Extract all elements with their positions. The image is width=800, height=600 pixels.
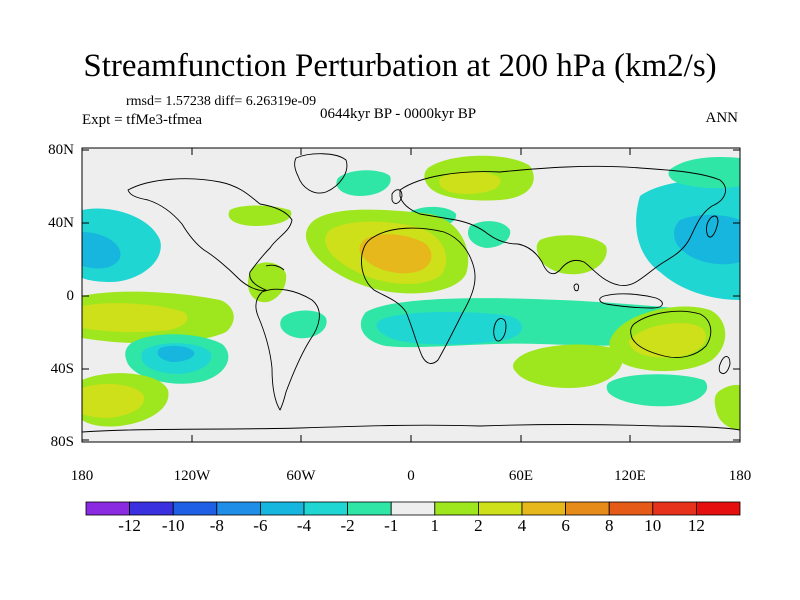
lat-label-0: 0 [66,288,75,304]
coast-antarctica [82,424,740,433]
lat-label-40n: 40N [48,215,74,231]
field-region-south-pacific-band-core [82,303,188,333]
field-region-greenland [228,205,292,226]
field-region-central-america [247,262,287,303]
coast-sri-lanka [573,283,579,292]
field-region-npac-west-core [674,214,740,265]
colorbar-label: 4 [517,516,527,535]
field-region-south-indian-core [376,311,523,345]
colorbar-box [85,501,130,516]
coast-uk [391,189,403,204]
colorbar-box [565,501,610,516]
colorbar-label: -1 [384,516,399,535]
coast-australia [630,310,712,358]
coast-indonesia [599,293,663,309]
colorbar-box [477,501,523,516]
coast-south-america [255,288,320,411]
colorbar-box [129,501,174,516]
coast-madagascar [493,318,507,342]
coast-africa [361,227,476,364]
colorbar-box [521,501,566,516]
colorbar-label: -6 [253,516,268,535]
coast-eurasia [399,165,726,287]
colorbar-box [608,501,654,516]
field-region-southern-pacific-high-core [82,383,145,418]
colorbar-label: 12 [687,516,705,535]
colorbar-box [347,501,392,516]
colorbar-label: 8 [604,516,614,535]
lon-label-180w: 180 [70,468,94,484]
colorbar-box [172,501,218,516]
colorbar-label: -12 [118,516,141,535]
lat-label-80n: 80N [48,142,74,158]
colorbar-box [216,501,261,516]
colorbar-box [434,501,479,516]
coastlines [82,153,740,433]
field-region-north-atlantic [336,170,391,196]
lon-label-180e: 180 [728,468,752,484]
colorbar-label: 2 [474,516,483,535]
colorbar-label: -2 [340,516,355,535]
field-region-southern-edge-high [714,384,740,430]
colorbar-label: 1 [430,516,440,535]
coast-north-america [127,178,293,291]
field-region-australia-core [629,323,706,358]
experiment-label: Expt = tfMe3-tfmea [82,112,203,128]
field-region-scandinavia-core [439,171,501,194]
season-label: ANN [705,110,739,126]
field-region-india [536,235,607,275]
colorbar-label: 6 [561,516,570,535]
coast-japan [706,215,719,238]
field-region-south-pacific-neg-deep [157,345,195,362]
colorbar-box [696,501,741,516]
coast-greenland [294,153,348,194]
lon-label-120e: 120E [614,468,646,484]
coast-new-zealand [718,356,731,375]
lat-label-80s: 80S [50,434,74,450]
colorbar-box [259,501,305,516]
map-title: Streamfunction Perturbation at 200 hPa (… [83,48,717,84]
colorbar-label: -8 [209,516,224,535]
field-region-tropical-atlantic-core [359,234,432,274]
field-region-npac-east-core [82,232,121,269]
rmsd-text: rmsd= 1.57238 diff= 6.26319e-09 [126,94,317,109]
lon-label-0: 0 [407,468,415,484]
colorbar-box [652,501,697,516]
colorbar-box [390,501,436,516]
colorbar-label: -4 [296,516,312,535]
lon-label-120w: 120W [173,468,211,484]
colorbar-box [303,501,348,516]
axis-ticks [81,148,741,442]
field-region-arctic-east [668,157,740,189]
coast-caribbean [265,264,285,271]
period-label: 0644kyr BP - 0000kyr BP [320,106,477,122]
lat-label-40s: 40S [50,361,74,377]
lon-label-60w: 60W [286,468,316,484]
lon-label-60e: 60E [508,468,534,484]
colorbar-label: -10 [161,516,185,535]
field-region-southern-indian-neg [606,374,708,407]
field-region-southern-indian-high [513,344,623,389]
colorbar-label: 10 [644,516,662,535]
